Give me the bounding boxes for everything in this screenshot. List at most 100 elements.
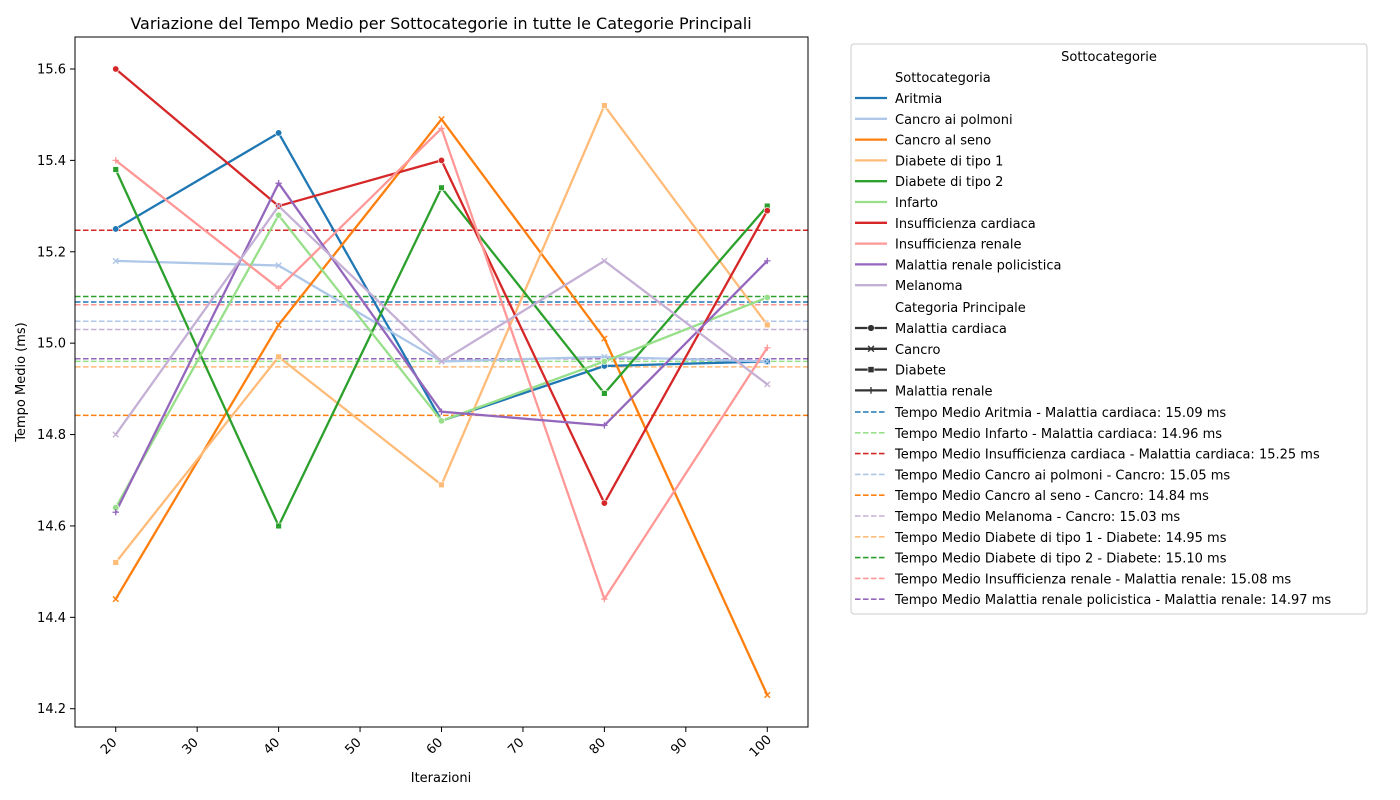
x-tick-label: 70	[505, 735, 527, 757]
data-point-marker	[601, 595, 608, 603]
legend-category-label: Malattia cardiaca	[895, 322, 1007, 337]
legend-subcategory-header: Sottocategoria	[895, 71, 991, 86]
data-point-marker	[764, 691, 771, 699]
legend-mean-label: Tempo Medio Infarto - Malattia cardiaca:…	[894, 427, 1222, 442]
x-tick-label: 60	[424, 735, 446, 757]
data-point-marker	[112, 595, 119, 603]
x-tick-label: 40	[261, 735, 283, 757]
legend-mean-label: Tempo Medio Insufficienza renale - Malat…	[894, 572, 1291, 587]
x-tick-label: 20	[98, 735, 120, 757]
data-point-marker	[438, 125, 445, 132]
x-tick-label: 50	[342, 735, 364, 757]
data-point-marker	[438, 408, 445, 415]
legend-category-label: Malattia renale	[895, 384, 993, 399]
x-tick-label: 30	[180, 735, 202, 757]
data-point-marker	[764, 381, 771, 388]
data-point-marker	[112, 225, 120, 233]
data-point-marker	[437, 417, 445, 425]
series-line	[114, 169, 769, 528]
data-point-marker	[763, 207, 771, 215]
data-point-marker	[764, 344, 771, 351]
legend-series-label: Melanoma	[895, 279, 963, 294]
data-point-marker	[764, 321, 771, 329]
series-line	[114, 182, 769, 513]
legend-series-label: Diabete di tipo 2	[895, 175, 1003, 190]
data-point-marker	[112, 509, 119, 516]
data-point-marker	[438, 481, 445, 488]
legend-mean-label: Tempo Medio Malattia renale policistica …	[894, 593, 1331, 608]
x-tick-label: 100	[747, 732, 775, 760]
series-line	[114, 204, 768, 436]
x-axis: 20 30 40 50 60 70 80 90 100	[98, 727, 775, 761]
legend-mean-label: Tempo Medio Cancro al seno - Cancro: 14.…	[894, 489, 1209, 504]
data-point-marker	[438, 116, 445, 123]
legend-category-marker	[867, 366, 875, 373]
data-point-marker	[112, 559, 119, 566]
data-point-marker	[438, 184, 445, 191]
y-tick-label: 14.6	[37, 519, 66, 534]
legend-category-label: Diabete	[895, 364, 946, 379]
data-point-marker	[112, 257, 119, 265]
data-point-marker	[601, 422, 608, 429]
data-point-marker	[601, 335, 608, 342]
data-point-marker	[600, 499, 608, 507]
data-point-marker	[112, 431, 119, 438]
data-point-marker	[275, 211, 283, 219]
y-axis: 14.2 14.4 14.6 14.8 15.0 15.2 15.4 15.6	[37, 62, 75, 717]
legend-mean-label: Tempo Medio Diabete di tipo 2 - Diabete:…	[894, 552, 1227, 567]
series-line	[115, 131, 768, 422]
legend-series-label: Insufficienza renale	[895, 238, 1021, 253]
data-point-marker	[275, 202, 282, 210]
data-point-marker	[437, 156, 445, 164]
data-point-marker	[601, 102, 608, 109]
legend-mean-label: Tempo Medio Cancro ai polmoni - Cancro: …	[894, 468, 1230, 483]
legend-items: Aritmia Cancro ai polmoni Cancro al seno Di…	[855, 92, 1331, 608]
data-point-marker	[112, 157, 119, 164]
data-point-marker	[600, 357, 608, 365]
legend-series-label: Insufficienza cardiaca	[895, 217, 1036, 232]
x-axis-title: Iterazioni	[411, 771, 471, 786]
data-point-marker	[764, 358, 771, 365]
series-markers	[112, 65, 771, 699]
data-point-marker	[438, 358, 445, 365]
y-tick-label: 14.8	[37, 428, 66, 443]
x-tick-label: 80	[587, 735, 609, 757]
data-point-marker	[275, 285, 282, 292]
data-point-marker	[112, 65, 120, 73]
y-tick-label: 14.4	[37, 611, 66, 626]
data-point-marker	[275, 353, 282, 361]
legend-category-label: Cancro	[895, 343, 940, 358]
x-tick-label: 90	[668, 735, 690, 757]
data-point-marker	[112, 166, 119, 173]
y-tick-label: 15.0	[37, 337, 66, 352]
series-line	[114, 118, 769, 696]
data-point-marker	[275, 522, 282, 530]
legend-mean-label: Tempo Medio Melanoma - Cancro: 15.03 ms	[894, 510, 1180, 525]
data-point-marker	[764, 257, 771, 265]
legend-series-label: Infarto	[895, 196, 938, 211]
legend-series-label: Cancro ai polmoni	[895, 113, 1013, 128]
data-point-marker	[601, 390, 608, 397]
y-tick-label: 14.2	[37, 702, 66, 717]
y-axis-title: Tempo Medio (ms)	[14, 322, 29, 442]
y-tick-label: 15.2	[37, 245, 66, 260]
legend-mean-label: Tempo Medio Aritmia - Malattia cardiaca:…	[894, 406, 1226, 421]
legend-category-marker	[867, 345, 875, 353]
data-point-marker	[275, 129, 283, 137]
y-tick-label: 15.6	[37, 62, 66, 77]
legend-mean-label: Tempo Medio Insufficienza cardiaca - Mal…	[894, 448, 1320, 463]
legend-frame	[850, 43, 1368, 615]
data-point-marker	[275, 321, 282, 329]
data-point-marker	[601, 257, 608, 265]
y-tick-label: 15.4	[37, 154, 66, 169]
legend-series-label: Aritmia	[895, 92, 942, 107]
legend-category-marker	[867, 324, 875, 332]
data-point-marker	[275, 180, 282, 187]
data-point-marker	[763, 293, 771, 301]
legend-series-label: Diabete di tipo 1	[895, 154, 1003, 169]
legend-category-header: Categoria Principale	[895, 301, 1026, 316]
chart-title: Variazione del Tempo Medio per Sottocate…	[130, 14, 751, 33]
legend-series-label: Cancro al seno	[895, 134, 991, 149]
